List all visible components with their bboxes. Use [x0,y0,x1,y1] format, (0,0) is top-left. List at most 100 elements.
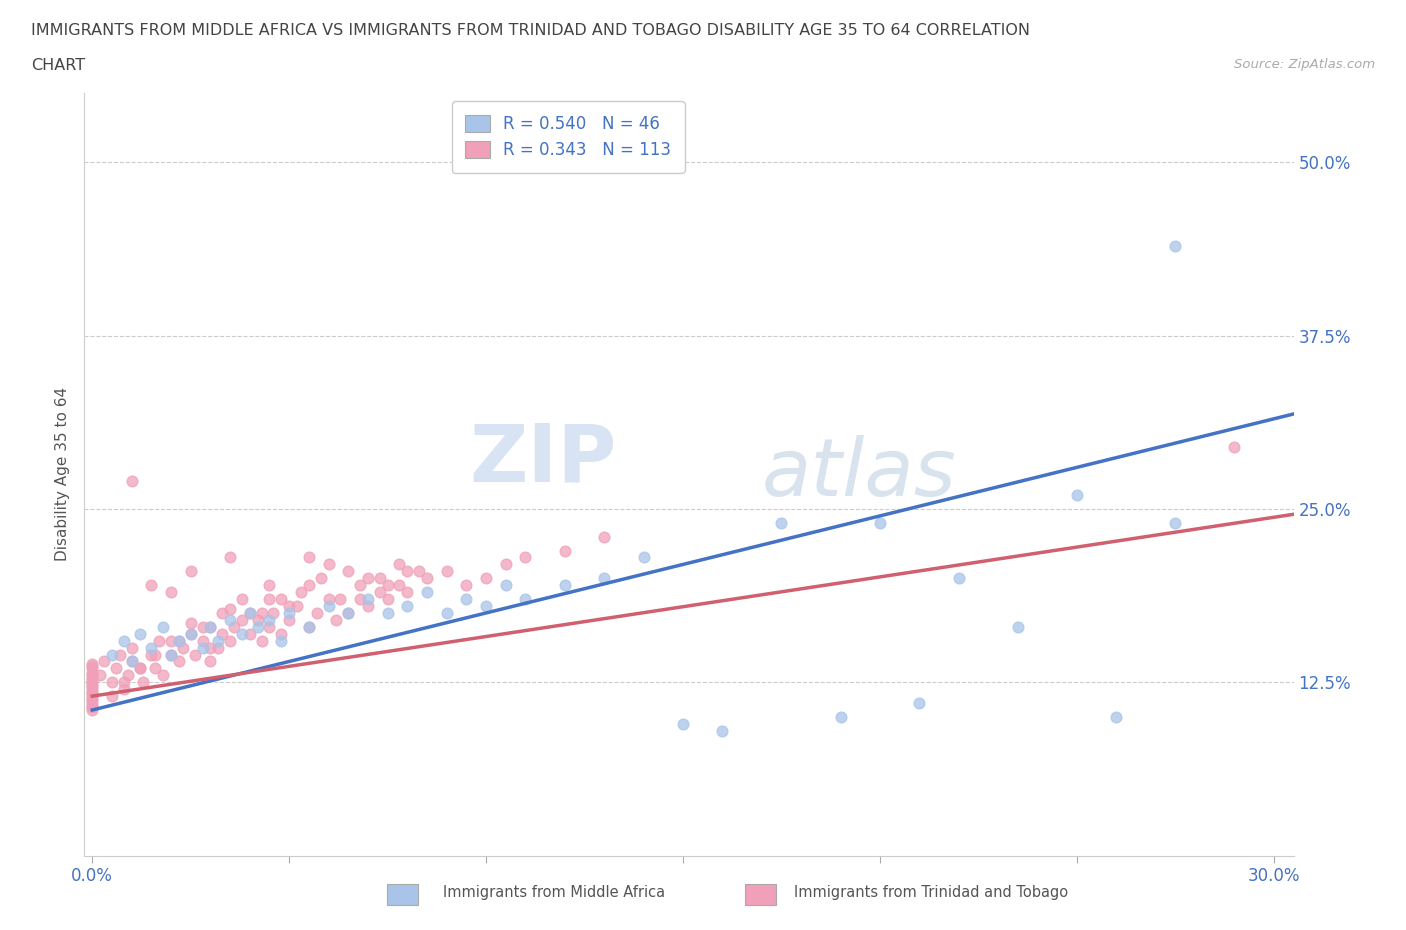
Point [456,578,478,592]
Point [117,668,139,683]
Point [82,671,104,685]
Point [554,543,576,558]
Text: Immigrants from Trinidad and Tobago: Immigrants from Trinidad and Tobago [794,885,1069,900]
Point [1164,238,1187,253]
Point [207,640,229,655]
Point [305,605,328,620]
Point [250,633,273,648]
Point [337,605,360,620]
Point [495,578,517,592]
Point [167,633,190,648]
Point [82,698,104,713]
Point [239,626,262,641]
Point [908,696,931,711]
Point [416,585,439,600]
Point [211,626,233,641]
Point [318,557,340,572]
Point [207,633,229,648]
Point [82,678,104,693]
Point [239,605,262,620]
Point [121,473,143,488]
Point [948,571,970,586]
Point [633,550,655,565]
Point [89,668,111,683]
Point [1007,619,1029,634]
Point [128,661,150,676]
Point [82,686,104,701]
Point [82,699,104,714]
Point [121,654,143,669]
Point [112,682,135,697]
Point [160,647,183,662]
Point [143,647,166,662]
Point [239,605,262,620]
Point [132,675,155,690]
Point [82,702,104,717]
Point [396,564,419,578]
Point [112,633,135,648]
Point [219,602,242,617]
Point [82,661,104,676]
Point [191,633,214,648]
Point [82,692,104,707]
Point [231,591,253,606]
Point [475,599,498,614]
Point [82,679,104,694]
Point [278,605,301,620]
Text: ZIP: ZIP [470,420,616,498]
Point [1223,439,1246,454]
Point [200,654,222,669]
Point [82,675,104,690]
Point [711,724,734,738]
Point [456,591,478,606]
Point [495,557,517,572]
Point [246,619,269,634]
Point [830,710,852,724]
Point [82,657,104,671]
Point [377,578,399,592]
Point [180,626,202,641]
Point [82,684,104,699]
Point [128,626,150,641]
Point [1066,487,1088,502]
Point [191,619,214,634]
Point [222,619,245,634]
Point [82,658,104,673]
Point [82,668,104,683]
Point [167,654,190,669]
Point [93,654,115,669]
Point [672,716,695,731]
Point [396,585,419,600]
Point [160,585,183,600]
Point [270,626,292,641]
Point [515,591,537,606]
Point [152,668,174,683]
Point [191,640,214,655]
Point [200,640,222,655]
Point [318,599,340,614]
Point [337,605,360,620]
Text: atlas: atlas [762,435,956,513]
Point [259,619,281,634]
Point [141,578,163,592]
Text: Immigrants from Middle Africa: Immigrants from Middle Africa [443,885,665,900]
Point [219,633,242,648]
Point [436,605,458,620]
Point [200,619,222,634]
Point [475,571,498,586]
Point [82,665,104,680]
Point [388,557,411,572]
Point [82,682,104,697]
Point [325,613,347,628]
Point [148,633,170,648]
Point [298,619,321,634]
Point [82,693,104,708]
Point [211,605,233,620]
Point [349,591,371,606]
Point [101,689,124,704]
Point [298,578,321,592]
Point [408,564,430,578]
Point [436,564,458,578]
Point [250,605,273,620]
Point [309,571,332,586]
